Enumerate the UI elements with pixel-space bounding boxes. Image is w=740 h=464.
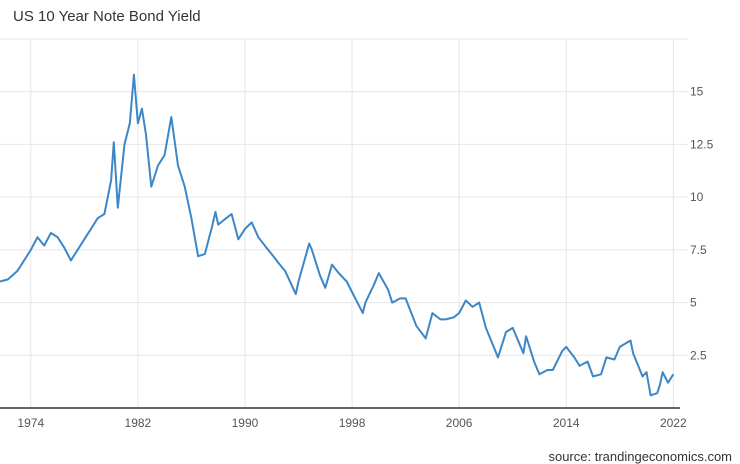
x-tick-label: 1974 — [17, 416, 44, 430]
y-tick-label: 12.5 — [690, 137, 714, 151]
chart-title: US 10 Year Note Bond Yield — [13, 8, 201, 25]
y-tick-label: 2.5 — [690, 348, 707, 362]
y-tick-label: 15 — [690, 85, 704, 99]
x-tick-label: 1990 — [232, 416, 259, 430]
y-tick-label: 7.5 — [690, 243, 707, 257]
x-tick-label: 1998 — [339, 416, 366, 430]
x-tick-label: 2022 — [660, 416, 687, 430]
source-credit: source: trandingeconomics.com — [548, 449, 732, 464]
series-line — [0, 73, 675, 397]
x-tick-label: 2006 — [446, 416, 473, 430]
y-tick-label: 10 — [690, 190, 704, 204]
y-tick-label: 5 — [690, 296, 697, 310]
x-tick-label: 2014 — [553, 416, 580, 430]
x-tick-label: 1982 — [125, 416, 152, 430]
